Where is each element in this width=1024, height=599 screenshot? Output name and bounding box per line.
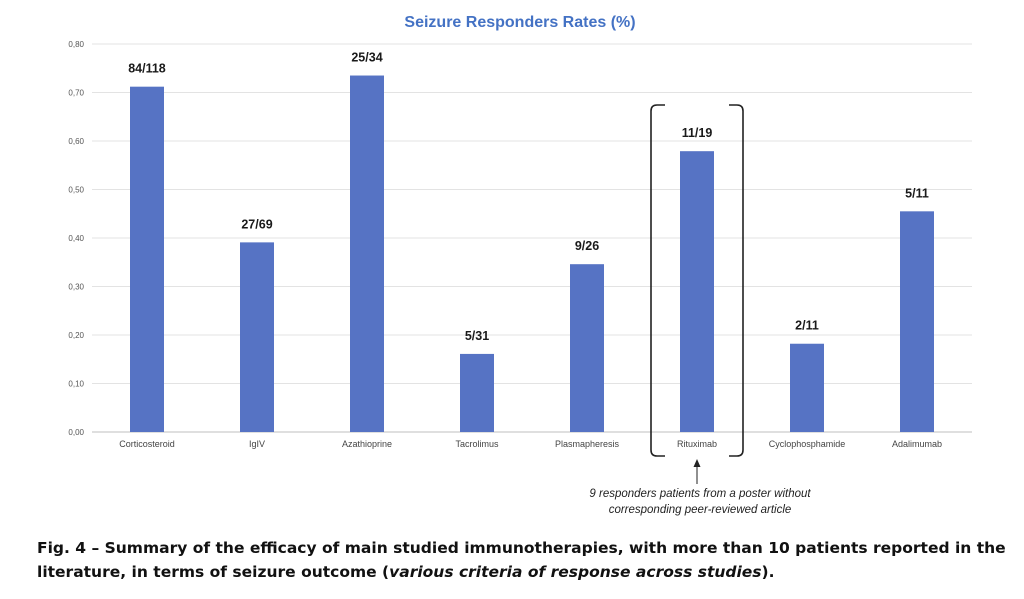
annotation-arrow-head (693, 459, 701, 467)
chart-title: Seizure Responders Rates (%) (404, 14, 635, 31)
data-label: 84/118 (128, 62, 166, 76)
y-axis-ticks: 0,00 0,10 0,20 0,30 0,40 0,50 0,60 0,70 0,80 (68, 40, 84, 437)
annotation-line-1: 9 responders patients from a poster with… (589, 488, 811, 500)
bar (900, 211, 934, 432)
category-label: IgIV (249, 439, 265, 449)
data-label: 5/11 (905, 186, 929, 200)
bar (790, 343, 824, 432)
caption-lead: Fig. 4 – Summary of the efficacy of main… (37, 539, 1006, 581)
data-label: 25/34 (351, 51, 382, 65)
bar (460, 353, 494, 432)
y-tick-label: 0,70 (68, 89, 84, 98)
y-tick-label: 0,00 (68, 428, 84, 437)
bar (570, 264, 604, 432)
y-tick-label: 0,80 (68, 40, 84, 49)
caption-italic: various criteria of response across stud… (389, 563, 762, 581)
y-tick-label: 0,50 (68, 186, 84, 195)
data-label: 5/31 (465, 329, 489, 343)
data-label: 9/26 (575, 239, 599, 253)
y-tick-label: 0,60 (68, 137, 84, 146)
bracket-right (729, 104, 744, 457)
category-label: Tacrolimus (455, 439, 499, 449)
bar (680, 151, 714, 432)
y-tick-label: 0,40 (68, 234, 84, 243)
data-label: 27/69 (241, 217, 272, 231)
bracket-left (650, 104, 665, 457)
y-tick-label: 0,30 (68, 283, 84, 292)
rituximab-bracket (650, 104, 744, 484)
bar (240, 242, 274, 432)
category-label: Cyclophosphamide (769, 439, 846, 449)
bar (130, 86, 164, 433)
x-axis-categories: Corticosteroid IgIV Azathioprine Tacrolimus… (119, 439, 942, 449)
category-label: Plasmapheresis (555, 439, 620, 449)
bars (130, 75, 934, 433)
annotation-line-2: corresponding peer-reviewed article (609, 504, 792, 516)
category-label: Rituximab (677, 439, 717, 449)
gridlines (92, 43, 972, 433)
y-tick-label: 0,10 (68, 380, 84, 389)
data-label: 11/19 (682, 126, 713, 140)
category-label: Azathioprine (342, 439, 392, 449)
data-label: 2/11 (795, 319, 819, 333)
category-label: Corticosteroid (119, 439, 175, 449)
figure-caption: Fig. 4 – Summary of the efficacy of main… (37, 536, 1012, 584)
caption-tail: ). (761, 563, 775, 581)
rituximab-annotation: 9 responders patients from a poster with… (589, 488, 811, 516)
bar (350, 75, 384, 433)
bar-chart: Seizure Responders Rates (%) 0,00 0,10 0,2… (68, 14, 972, 516)
y-tick-label: 0,20 (68, 331, 84, 340)
data-labels: 84/118 27/69 25/34 5/31 9/26 11/19 2/11 5/11 (128, 51, 929, 343)
category-label: Adalimumab (892, 439, 942, 449)
